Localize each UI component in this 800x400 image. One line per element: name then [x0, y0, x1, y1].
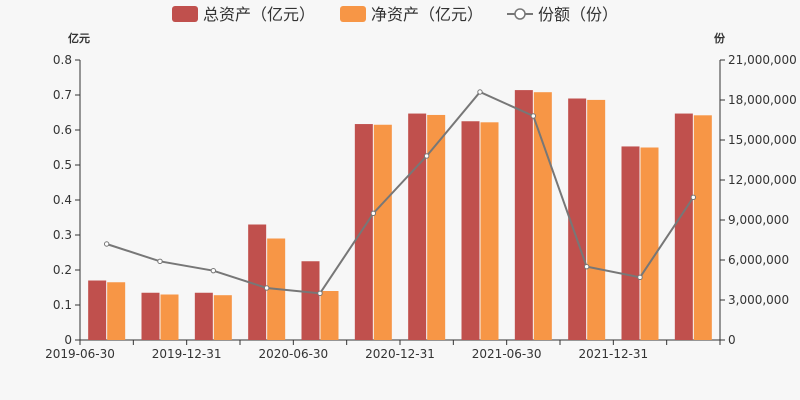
line-point: [583, 263, 590, 270]
bar: [514, 90, 533, 340]
left-axis-unit: 亿元: [68, 31, 90, 45]
right-axis-unit: 份: [714, 31, 726, 45]
line-point: [423, 153, 430, 159]
line-path: [106, 90, 695, 295]
bar: [461, 121, 480, 340]
bar: [533, 92, 552, 340]
line-point: [317, 290, 323, 297]
bar: [674, 113, 693, 340]
right-tick-label: 18,000,000: [728, 93, 797, 107]
x-tick-label: 2019-12-31: [152, 347, 222, 361]
bar: [213, 295, 232, 340]
legend-marker: [514, 8, 526, 20]
bar: [354, 124, 373, 340]
bar: [248, 224, 267, 340]
bar: [621, 146, 640, 340]
right-tick-label: 0: [728, 333, 736, 347]
bars: [88, 90, 712, 341]
legend-label: 份额（份）: [538, 5, 618, 24]
left-tick-label: 0.4: [53, 193, 72, 207]
right-tick-label: 15,000,000: [728, 133, 797, 147]
line-point: [263, 285, 270, 291]
left-tick-label: 0.2: [53, 263, 72, 277]
left-tick-label: 0.7: [53, 88, 72, 102]
line-point: [690, 194, 697, 201]
right-axis: 0 3,000,000 6,000,000 9,000,000 12,000,000 15…: [719, 53, 797, 347]
bar: [107, 282, 126, 340]
legend-label: 总资产（亿元）: [203, 5, 315, 24]
bar: [693, 115, 712, 340]
left-axis: 0 0.1 0.2 0.3 0.4 0.5 0.6 0.7 0.8: [53, 53, 81, 347]
left-tick-label: 0.5: [53, 158, 72, 172]
legend-swatch: [172, 6, 198, 22]
line-point: [370, 210, 377, 217]
left-tick-label: 0.6: [53, 123, 72, 137]
bar: [568, 98, 587, 340]
bar: [301, 261, 320, 340]
right-tick-label: 21,000,000: [728, 53, 797, 67]
x-axis: 2019-06-30 2019-12-31 2020-06-30 2020-12-31…: [45, 339, 721, 361]
right-tick-label: 3,000,000: [728, 293, 789, 307]
legend-label: 净资产（亿元）: [371, 5, 483, 24]
bar: [427, 114, 446, 340]
bar: [194, 292, 213, 340]
line-point: [637, 274, 643, 281]
left-tick-label: 0.1: [53, 298, 72, 312]
bar: [587, 99, 606, 341]
left-tick-label: 0.8: [53, 53, 72, 67]
x-tick-label: 2019-06-30: [45, 347, 115, 361]
x-tick-label: 2020-12-31: [365, 347, 435, 361]
line-point: [477, 89, 483, 95]
right-tick-label: 9,000,000: [728, 213, 789, 227]
right-tick-label: 6,000,000: [728, 253, 789, 267]
share-line: [103, 89, 697, 297]
legend: 总资产（亿元） 净资产（亿元） 份额（份）: [172, 5, 618, 24]
bar: [160, 294, 179, 340]
bar: [373, 124, 392, 340]
left-tick-label: 0: [64, 333, 72, 347]
left-tick-label: 0.3: [53, 228, 72, 242]
bar: [141, 292, 160, 340]
bar: [480, 122, 499, 340]
x-tick-label: 2021-06-30: [472, 347, 542, 361]
bar: [408, 113, 427, 340]
legend-swatch: [340, 6, 366, 22]
bar: [320, 291, 339, 340]
line-point: [210, 267, 217, 274]
right-tick-label: 12,000,000: [728, 173, 797, 187]
x-tick-label: 2020-06-30: [258, 347, 328, 361]
x-tick-label: 2021-12-31: [578, 347, 648, 361]
line-point: [157, 258, 163, 265]
bar: [88, 280, 107, 340]
line-point: [530, 113, 537, 119]
bar: [640, 147, 659, 340]
line-point: [103, 241, 110, 247]
